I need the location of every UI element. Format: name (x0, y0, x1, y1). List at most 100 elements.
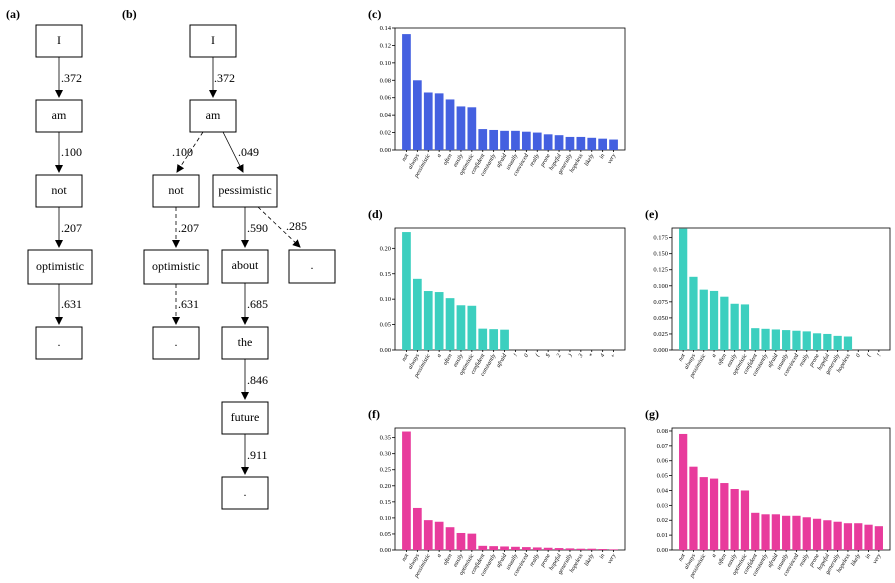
chart-c-ytick-label: 0.02 (380, 130, 391, 137)
chart-e-bar (709, 290, 719, 350)
chart-f-bar (587, 548, 597, 550)
tree-b-weight-future-dot: .911 (247, 448, 268, 462)
tree-a-weight-4: .631 (61, 297, 82, 311)
chart-c-xtick-label: in (599, 153, 607, 160)
tree-b-node-pessimistic (212, 174, 278, 208)
chart-g-bar (823, 520, 832, 550)
chart-c-bar (576, 136, 586, 150)
chart-d-bar (456, 305, 466, 350)
chart-e-bar (720, 296, 729, 350)
tree-b-node-the (221, 326, 269, 360)
tree-a-node-not (35, 174, 83, 208)
chart-g-xtick-label: a (711, 553, 718, 559)
tree-b-weight-i-am: .372 (214, 71, 235, 85)
chart-e-ytick-label: 0.025 (653, 331, 668, 338)
chart-c-bar (511, 130, 520, 150)
chart-c-ytick-label: 0.14 (380, 25, 392, 32)
chart-d-bar (423, 291, 433, 350)
chart-d-xtick-label: a (436, 353, 443, 359)
chart-e-bar (792, 330, 801, 350)
chart-f-bar (554, 548, 564, 550)
chart-e-bar (843, 336, 853, 350)
chart-c-bar (598, 138, 608, 150)
chart-f-bar (402, 431, 411, 550)
tree-b-node-about-label: about (232, 258, 259, 272)
chart-f-xtick-label: in (599, 553, 607, 560)
tree-a-node-am (35, 99, 83, 133)
chart-f-bar (467, 533, 477, 550)
chart-c-ytick-label: 0.10 (380, 60, 391, 67)
chart-d-xtick-label: + (610, 353, 617, 360)
chart-e-bar (833, 335, 842, 350)
chart-e-ytick-label: 0.100 (653, 283, 668, 290)
chart-f-xtick-label: very (607, 553, 618, 565)
tree-a-node-dot-label: . (58, 335, 61, 349)
chart-c-ytick-label: 0.00 (380, 147, 391, 154)
chart-d-xtick-label: 4 (599, 353, 607, 359)
tree-a-node-not-label: not (51, 183, 67, 197)
panel-label-f: (f) (368, 407, 380, 421)
chart-c-bar (554, 135, 564, 150)
chart-d-xtick-label: ! (513, 353, 519, 358)
chart-f-bar (543, 547, 553, 550)
tree-a-weight-3: .207 (61, 221, 82, 235)
tree-b-node-i-label: I (211, 33, 215, 47)
chart-c-xtick-label: likely (584, 153, 596, 168)
tree-b-node-dot-left (152, 326, 200, 360)
chart-e-bar (751, 328, 760, 350)
tree-a-node-i-label: I (57, 33, 61, 47)
chart-g-bar (740, 490, 750, 550)
chart-f-ytick-label: 0.25 (380, 467, 391, 474)
chart-d-xtick-label: afraid (495, 352, 509, 369)
chart-d-bar (434, 292, 444, 350)
tree-b-node-pessimistic-label: pessimistic (218, 183, 271, 197)
tree-a: .372 .100 .207 .631 I am not optimistic … (27, 24, 93, 360)
tree-b-edge-am-not (176, 131, 204, 173)
chart-d-xtick-label: not (401, 353, 410, 363)
chart-f-xtick-label: a (436, 553, 443, 559)
chart-d-xtick-label: ) (566, 353, 574, 359)
chart-e-frame (671, 227, 891, 351)
tree-b-node-am (189, 99, 237, 133)
chart-g-bar (843, 523, 853, 550)
chart-f-bar (423, 520, 433, 550)
bar-chart-g: 0.00 0.01 0.02 0.03 0.04 0.05 0.06 0.07 0.08 not a… (657, 427, 891, 580)
tree-b-node-about (221, 249, 269, 284)
tree-b: .372 .100 .049 .207 .631 .590 .285 .685 … (143, 24, 336, 510)
chart-g-bar (802, 517, 811, 550)
chart-e-xtick-label: a (711, 353, 718, 359)
chart-g-frame (671, 427, 891, 551)
chart-f-ytick-label: 0.35 (380, 435, 391, 442)
tree-b-node-am-label: am (206, 108, 221, 122)
chart-g-bar (730, 489, 739, 550)
chart-d-xtick-label: $ (544, 353, 552, 359)
chart-d-bar (402, 232, 411, 350)
chart-g-ytick-label: 0.05 (657, 473, 668, 480)
chart-f-ytick-label: 0.15 (380, 499, 391, 506)
chart-g-ytick-label: 0.00 (657, 547, 668, 554)
chart-e-bar (771, 329, 780, 350)
bar-chart-d: 0.000.050.100.150.20notalwayspessimistic… (380, 227, 626, 380)
chart-g-bar (782, 515, 791, 550)
chart-g-bar (771, 514, 780, 550)
panel-label-a: (a) (6, 7, 20, 21)
chart-g-bar (874, 526, 883, 550)
chart-e-bar (761, 328, 770, 350)
chart-e-bar (812, 333, 822, 350)
chart-f-bar (412, 507, 422, 550)
chart-e-bar (740, 304, 750, 350)
chart-f-ytick-label: 0.20 (380, 483, 391, 490)
chart-g-bar (854, 523, 863, 550)
chart-c-bar (467, 107, 477, 150)
chart-c-bar (445, 99, 455, 150)
chart-c-ytick-label: 0.06 (380, 95, 392, 102)
chart-c-bar (478, 129, 488, 150)
chart-g-ytick-label: 0.07 (657, 443, 669, 450)
chart-f-bar (478, 545, 488, 550)
chart-f-bar (609, 549, 618, 550)
chart-g-ytick-label: 0.04 (657, 487, 669, 494)
chart-f-bar (598, 549, 608, 550)
chart-g-bar (792, 515, 801, 550)
chart-g-ytick-label: 0.02 (657, 517, 668, 524)
